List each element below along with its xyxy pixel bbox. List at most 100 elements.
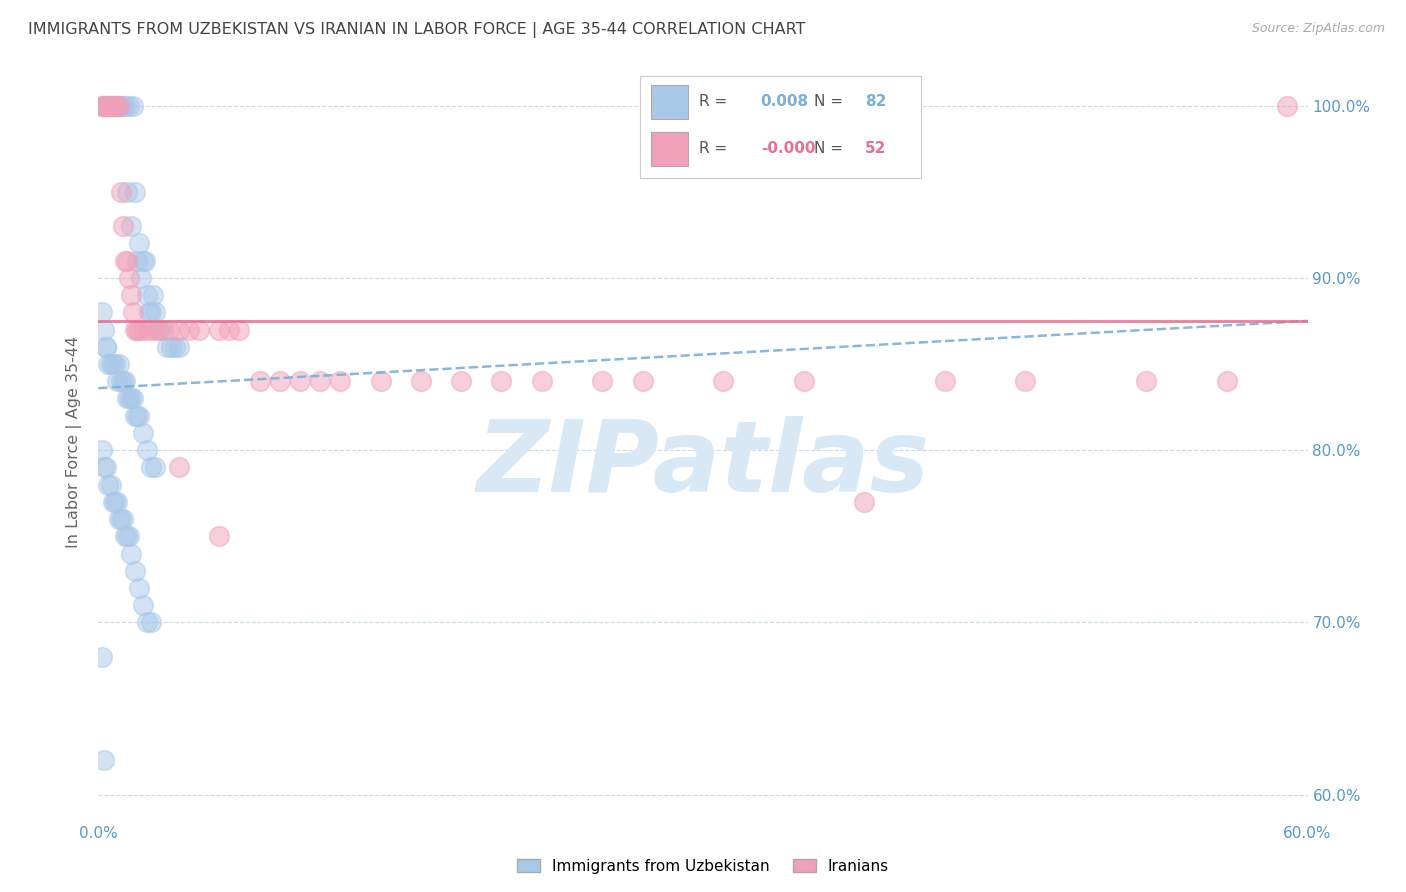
Text: -0.000: -0.000: [761, 141, 815, 155]
Point: [120, 392, 142, 406]
Point: [156, 340, 179, 354]
Point: [114, 529, 136, 543]
Point: [138, 305, 160, 319]
Point: [100, 98, 122, 112]
Point: [128, 322, 150, 336]
Point: [91, 649, 114, 664]
Point: [128, 236, 150, 251]
Point: [96, 98, 118, 112]
Point: [120, 547, 142, 561]
Point: [96, 340, 118, 354]
Point: [121, 392, 143, 406]
Point: [135, 443, 157, 458]
Point: [111, 98, 134, 112]
Point: [93, 98, 115, 112]
Point: [107, 98, 129, 112]
Point: [128, 409, 150, 423]
Bar: [651, 132, 688, 166]
Point: [309, 374, 332, 388]
Point: [107, 98, 129, 112]
Point: [105, 495, 128, 509]
Point: [93, 322, 115, 336]
Point: [93, 753, 115, 767]
Point: [269, 374, 291, 388]
Point: [110, 512, 132, 526]
Point: [91, 98, 114, 112]
Point: [1135, 374, 1157, 388]
Point: [100, 477, 122, 491]
Point: [188, 322, 211, 336]
Point: [129, 270, 152, 285]
Point: [107, 512, 129, 526]
Point: [853, 495, 876, 509]
Point: [135, 288, 157, 302]
Point: [110, 185, 132, 199]
Point: [135, 615, 157, 630]
Point: [530, 374, 553, 388]
Point: [121, 98, 143, 112]
Point: [93, 98, 115, 112]
Point: [114, 98, 136, 112]
Point: [148, 322, 170, 336]
Point: [100, 357, 122, 371]
Point: [111, 512, 134, 526]
Text: ZIPatlas: ZIPatlas: [477, 416, 929, 513]
Point: [249, 374, 271, 388]
Point: [1014, 374, 1036, 388]
Point: [101, 357, 124, 371]
Point: [110, 374, 132, 388]
Point: [125, 409, 148, 423]
Point: [132, 322, 155, 336]
Text: Source: ZipAtlas.com: Source: ZipAtlas.com: [1251, 22, 1385, 36]
Point: [143, 460, 166, 475]
Point: [100, 98, 122, 112]
Text: 0.008: 0.008: [761, 95, 808, 110]
Point: [118, 392, 141, 406]
Point: [101, 98, 124, 112]
Point: [91, 443, 114, 458]
Point: [105, 98, 128, 112]
Point: [218, 322, 240, 336]
Point: [793, 374, 815, 388]
Point: [91, 305, 114, 319]
Point: [288, 374, 311, 388]
Point: [1216, 374, 1239, 388]
Point: [107, 98, 129, 112]
Point: [97, 98, 120, 112]
Point: [118, 98, 141, 112]
Point: [142, 288, 165, 302]
Point: [118, 529, 141, 543]
Point: [103, 98, 125, 112]
Text: N =: N =: [814, 141, 848, 155]
Text: 82: 82: [865, 95, 886, 110]
Text: R =: R =: [699, 95, 733, 110]
Point: [409, 374, 432, 388]
Point: [91, 98, 114, 112]
Point: [1277, 98, 1299, 112]
Point: [128, 581, 150, 595]
Point: [96, 340, 118, 354]
Point: [124, 185, 146, 199]
Point: [491, 374, 513, 388]
Bar: [651, 85, 688, 119]
Point: [103, 357, 125, 371]
Point: [631, 374, 654, 388]
Point: [114, 374, 136, 388]
Point: [711, 374, 734, 388]
Point: [139, 460, 162, 475]
Point: [228, 322, 250, 336]
Point: [450, 374, 472, 388]
Text: IMMIGRANTS FROM UZBEKISTAN VS IRANIAN IN LABOR FORCE | AGE 35-44 CORRELATION CHA: IMMIGRANTS FROM UZBEKISTAN VS IRANIAN IN…: [28, 22, 806, 38]
Point: [167, 322, 190, 336]
Point: [115, 392, 138, 406]
Text: 52: 52: [865, 141, 886, 155]
Point: [120, 219, 142, 234]
Point: [103, 98, 125, 112]
Point: [111, 374, 134, 388]
Point: [163, 340, 186, 354]
Point: [167, 340, 190, 354]
Point: [110, 98, 132, 112]
Point: [118, 270, 141, 285]
Point: [105, 374, 128, 388]
Point: [101, 495, 124, 509]
